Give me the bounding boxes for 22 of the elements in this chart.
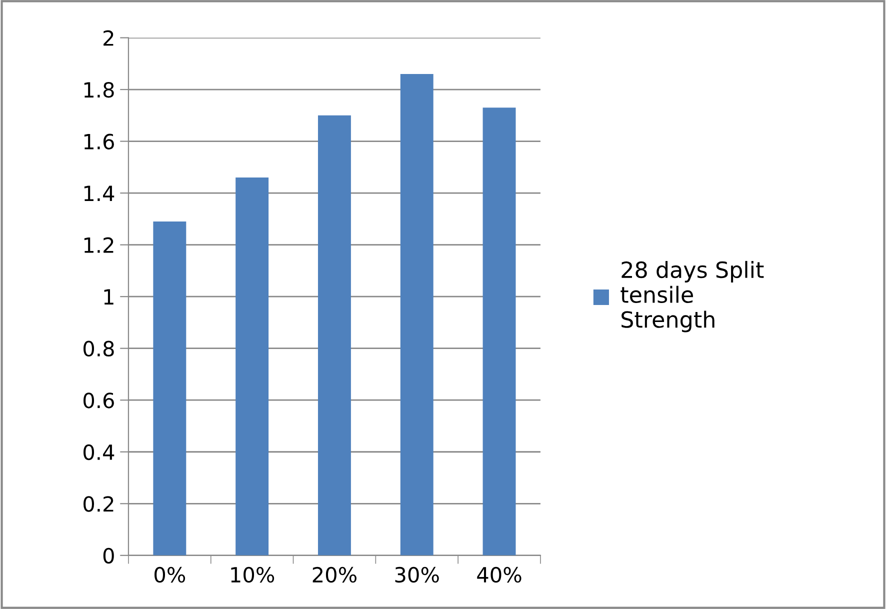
- x-tick-label: 20%: [312, 566, 356, 583]
- y-tick-label: 0.8: [84, 340, 114, 357]
- x-tick-label: 30%: [395, 566, 439, 583]
- bar: [318, 115, 351, 556]
- y-tick-label: 0: [103, 548, 114, 564]
- bar: [153, 222, 186, 556]
- y-tick-label: 1.6: [84, 134, 114, 150]
- bar: [400, 74, 434, 556]
- x-tick-label: 10%: [231, 566, 274, 583]
- y-tick-label: 0.2: [84, 496, 114, 512]
- x-tick-label: 40%: [477, 566, 522, 583]
- y-tick-label: 1: [104, 289, 114, 304]
- y-tick-label: 0.4: [84, 444, 114, 460]
- y-tick-label: 1.2: [84, 237, 114, 253]
- bar: [236, 178, 269, 556]
- legend-label: 28 days Split tensile Strength: [620, 260, 764, 332]
- y-tick-label: 0.6: [84, 392, 114, 408]
- bar: [482, 108, 516, 556]
- x-tick-label: 0%: [154, 566, 186, 583]
- y-tick-label: 1.4: [84, 186, 114, 201]
- y-tick-label: 2: [104, 30, 114, 46]
- y-tick-label: 1.8: [84, 82, 114, 98]
